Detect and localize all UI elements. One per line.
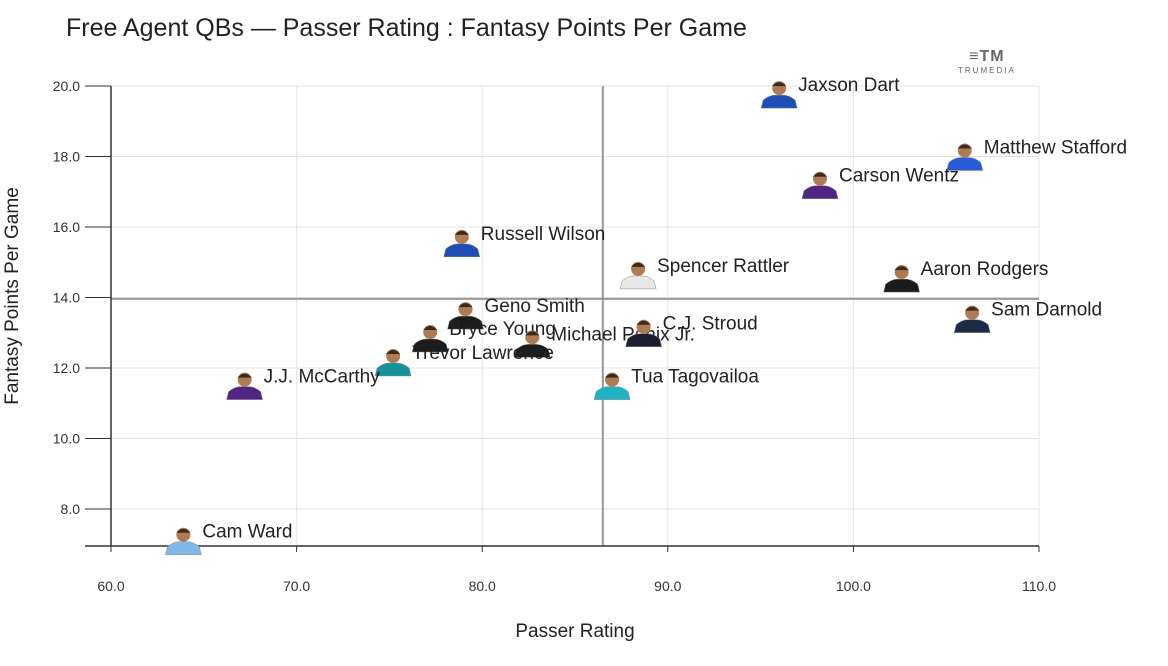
- player-hair-icon: [812, 172, 827, 177]
- player-label: Sam Darnold: [991, 300, 1102, 321]
- jersey-icon: [801, 185, 839, 199]
- y-tick-label: 10.0: [53, 430, 80, 446]
- x-tick-label: 110.0: [1022, 578, 1056, 594]
- player-marker: [953, 305, 991, 333]
- jersey-icon: [883, 278, 920, 293]
- player-hair-icon: [772, 82, 787, 87]
- y-tick-label: 18.0: [53, 148, 80, 164]
- chart-title: Free Agent QBs — Passer Rating : Fantasy…: [66, 14, 747, 42]
- player-hair-icon: [454, 230, 469, 235]
- player-hair-icon: [965, 306, 980, 311]
- x-tick-label: 70.0: [283, 578, 310, 594]
- player-marker: [883, 265, 920, 293]
- player-label: Matthew Stafford: [984, 137, 1127, 158]
- player-marker: [374, 349, 412, 377]
- jersey-icon: [953, 319, 991, 333]
- player-marker: [760, 81, 798, 109]
- player-label: Russell Wilson: [481, 224, 606, 245]
- player-label: Aaron Rodgers: [921, 259, 1049, 280]
- player-label: Tua Tagovailoa: [631, 367, 759, 388]
- x-tick-label: 100.0: [836, 578, 871, 594]
- player-marker: [625, 319, 662, 347]
- player-hair-icon: [636, 320, 651, 325]
- logo-mark: ≡TM: [969, 48, 1005, 65]
- x-tick-label: 90.0: [654, 578, 681, 594]
- jersey-icon: [760, 94, 798, 109]
- player-hair-icon: [525, 331, 540, 336]
- player-hair-icon: [423, 326, 438, 331]
- jersey-icon: [226, 386, 263, 400]
- player-marker: [443, 229, 481, 258]
- player-marker: [619, 261, 657, 290]
- player-marker: [411, 325, 449, 353]
- jersey-icon: [625, 333, 662, 347]
- jersey-icon: [374, 362, 412, 377]
- x-tick-label: 80.0: [469, 578, 496, 594]
- jersey-icon: [946, 157, 984, 171]
- trumedia-logo: ≡TM TRUMEDIA: [958, 48, 1016, 75]
- player-marker: [946, 143, 984, 171]
- jersey-icon: [443, 243, 481, 258]
- player-label: Spencer Rattler: [657, 256, 790, 277]
- player-marker: [447, 302, 484, 330]
- y-tick-label: 8.0: [61, 501, 81, 517]
- y-tick-label: 20.0: [53, 78, 80, 94]
- player-hair-icon: [957, 144, 972, 149]
- jersey-icon: [165, 541, 202, 555]
- x-axis-label: Passer Rating: [515, 621, 634, 642]
- x-tick-label: 60.0: [97, 578, 124, 594]
- player-marker: [226, 372, 263, 400]
- player-marker: [801, 171, 839, 199]
- player-hair-icon: [237, 373, 252, 378]
- jersey-icon: [619, 275, 657, 290]
- player-label: Trevor Lawrence: [412, 343, 554, 364]
- y-tick-label: 16.0: [53, 219, 80, 235]
- player-label: Jaxson Dart: [798, 75, 900, 96]
- jersey-icon: [447, 315, 484, 330]
- player-marker: [513, 330, 551, 358]
- player-label: Geno Smith: [484, 296, 584, 317]
- y-tick-label: 14.0: [53, 289, 80, 305]
- jersey-icon: [593, 386, 631, 400]
- player-hair-icon: [631, 262, 646, 267]
- player-label: J.J. McCarthy: [264, 367, 381, 388]
- player-label: Bryce Young: [449, 319, 556, 340]
- player-marker: [165, 527, 202, 555]
- player-label: Cam Ward: [202, 522, 292, 543]
- logo-text: TRUMEDIA: [958, 66, 1016, 75]
- player-hair-icon: [176, 528, 191, 533]
- jersey-icon: [513, 344, 551, 358]
- player-marker: [593, 372, 631, 400]
- player-hair-icon: [386, 350, 401, 354]
- y-tick-label: 12.0: [53, 360, 80, 376]
- player-hair-icon: [458, 303, 473, 308]
- player-label: Carson Wentz: [839, 166, 959, 187]
- player-hair-icon: [605, 373, 620, 378]
- y-axis-label: Fantasy Points Per Game: [2, 187, 23, 405]
- player-label: C.J. Stroud: [663, 314, 758, 335]
- jersey-icon: [411, 338, 449, 353]
- player-hair-icon: [894, 266, 909, 271]
